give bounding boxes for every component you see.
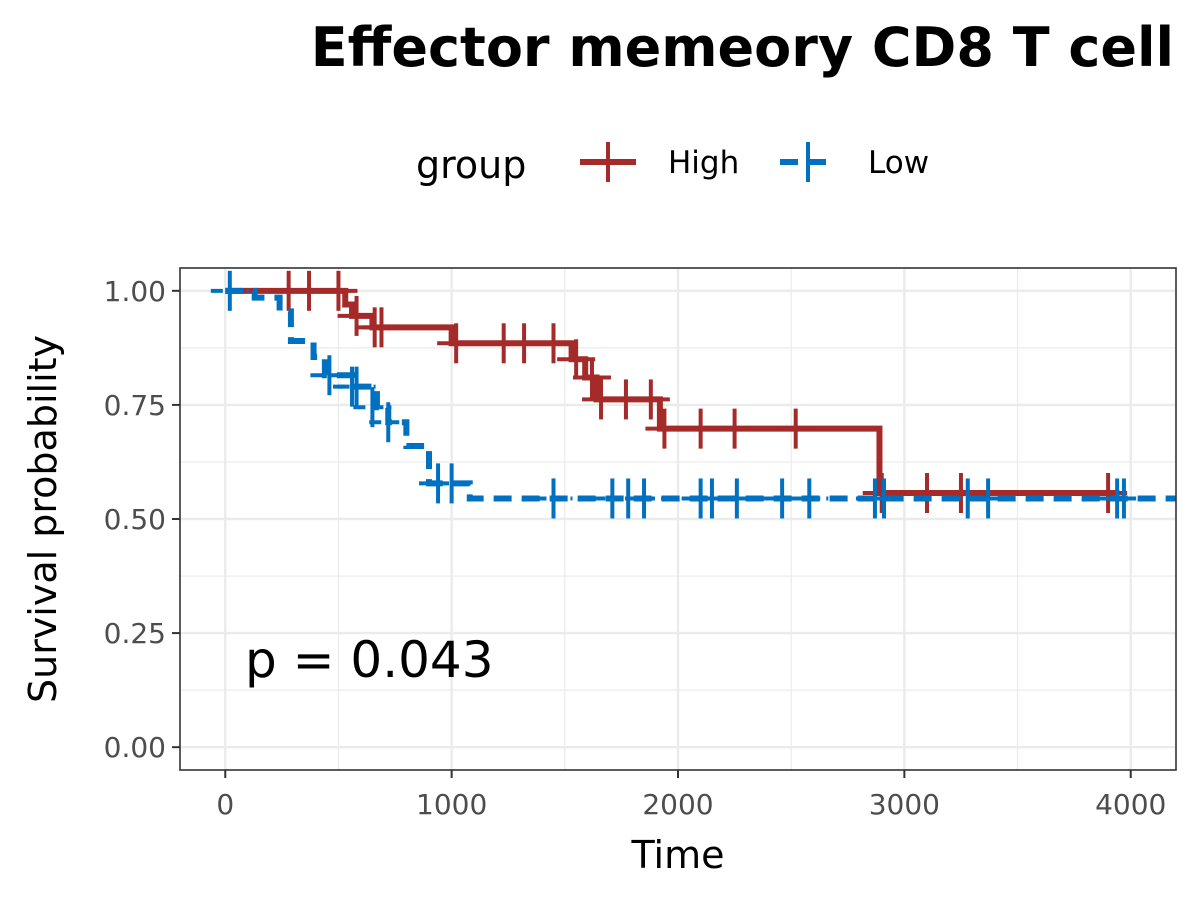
censor-mark-low bbox=[625, 478, 664, 519]
censor-mark-low bbox=[534, 478, 573, 519]
censor-mark-low bbox=[310, 355, 349, 396]
y-tick-label: 0.75 bbox=[104, 389, 166, 422]
x-tick-label: 3000 bbox=[869, 788, 940, 821]
legend-label: High bbox=[668, 145, 739, 181]
censor-mark-high bbox=[715, 408, 754, 449]
series-line-high bbox=[225, 287, 1120, 496]
censor-mark-low bbox=[717, 478, 756, 519]
censor-mark-high bbox=[681, 408, 720, 449]
censor-mark-low bbox=[1098, 478, 1137, 519]
censor-mark-high bbox=[557, 339, 596, 380]
p-value-annotation: p = 0.043 bbox=[245, 631, 494, 689]
censor-mark-low bbox=[210, 270, 249, 311]
censor-mark-high bbox=[437, 323, 476, 364]
series-layer bbox=[210, 270, 1176, 519]
y-tick-label: 0.25 bbox=[104, 617, 166, 650]
censor-mark-high bbox=[1089, 472, 1128, 513]
censor-mark-high bbox=[534, 323, 573, 364]
censor-mark-high bbox=[776, 408, 815, 449]
x-tick-label: 0 bbox=[216, 788, 234, 821]
legend-label: Low bbox=[868, 145, 929, 181]
censor-mark-high bbox=[572, 357, 611, 398]
y-tick-label: 0.00 bbox=[104, 731, 166, 764]
y-tick-label: 1.00 bbox=[104, 275, 166, 308]
x-axis-title: Time bbox=[631, 833, 725, 877]
censor-mark-low bbox=[369, 402, 408, 443]
censor-mark-high bbox=[862, 472, 901, 513]
censor-mark-high bbox=[362, 307, 401, 348]
censor-mark-low bbox=[763, 478, 802, 519]
chart-title: Effector memeory CD8 T cell bbox=[311, 16, 1174, 79]
major-gridlines bbox=[180, 268, 1176, 770]
censor-mark-low bbox=[692, 478, 731, 519]
censor-mark-high bbox=[941, 472, 980, 513]
legend-item-high: High bbox=[580, 142, 739, 182]
legend-item-low: Low bbox=[780, 142, 929, 182]
censor-mark-low bbox=[1104, 478, 1143, 519]
censor-mark-low bbox=[969, 478, 1008, 519]
series-line-low bbox=[225, 287, 1176, 502]
y-tick-label: 0.50 bbox=[104, 503, 166, 536]
x-tick-label: 2000 bbox=[642, 788, 713, 821]
censor-mark-low bbox=[948, 478, 987, 519]
x-axis: 0 1000 2000 3000 4000 bbox=[216, 770, 1166, 821]
legend-title: group bbox=[416, 143, 526, 187]
censor-mark-high bbox=[645, 408, 684, 449]
y-axis-title: Survival probability bbox=[21, 335, 65, 703]
censor-mark-low bbox=[337, 366, 376, 407]
censor-mark-high bbox=[631, 379, 670, 420]
censor-mark-low bbox=[432, 463, 471, 504]
censor-mark-low bbox=[790, 478, 829, 519]
censor-mark-low bbox=[864, 478, 903, 519]
censor-mark-high bbox=[319, 270, 358, 311]
y-axis: 0.00 0.25 0.50 0.75 1.00 bbox=[104, 275, 180, 764]
x-tick-label: 1000 bbox=[416, 788, 487, 821]
legend: group High Low bbox=[416, 142, 929, 187]
x-tick-label: 4000 bbox=[1095, 788, 1166, 821]
censor-mark-high bbox=[908, 472, 946, 513]
